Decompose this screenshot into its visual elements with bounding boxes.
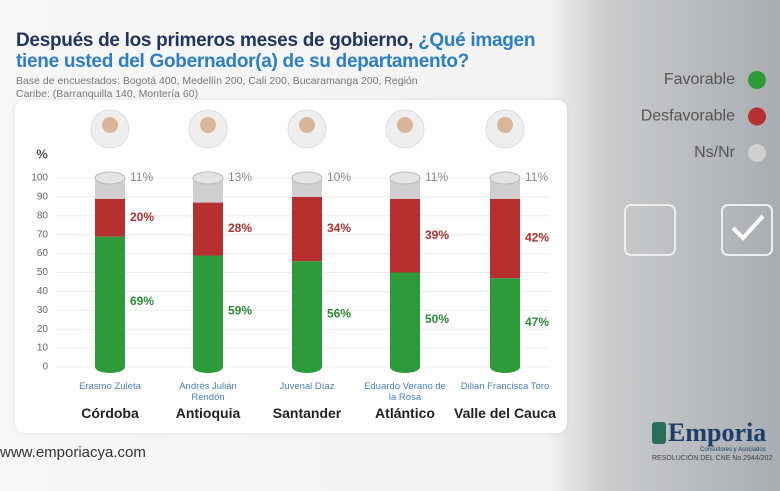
legend-label: Favorable xyxy=(664,71,735,88)
y-axis-label: % xyxy=(36,146,48,161)
bar-segment xyxy=(95,198,125,237)
website: www.emporiacya.com xyxy=(0,444,146,461)
brand-icon xyxy=(652,422,666,444)
value-label: 28% xyxy=(228,221,252,235)
bar-segment xyxy=(390,198,420,273)
value-label: 34% xyxy=(327,221,351,235)
y-tick-label: 100 xyxy=(31,173,48,184)
bar-segment xyxy=(193,202,223,256)
y-tick-label: 50 xyxy=(37,267,49,278)
person-name: Erasmo Zuleta xyxy=(79,381,141,392)
value-label: 56% xyxy=(327,306,351,320)
bar-cap xyxy=(291,171,323,185)
bar-segment xyxy=(292,196,322,262)
value-label: 42% xyxy=(525,231,549,245)
value-label: 13% xyxy=(228,170,252,184)
value-label: 50% xyxy=(425,312,449,326)
legend-label: Ns/Nr xyxy=(694,144,736,161)
x-tick-label: Córdoba xyxy=(81,405,139,421)
portrait-head xyxy=(299,117,315,133)
value-label: 20% xyxy=(130,210,154,224)
x-tick-label: Santander xyxy=(272,405,342,421)
title-lead: Después de los primeros meses de gobiern… xyxy=(16,30,419,51)
person-name: Dilian Francisca Toro xyxy=(460,381,550,392)
deco-check xyxy=(731,214,765,241)
y-tick-label: 70 xyxy=(37,229,49,240)
portrait-head xyxy=(102,117,118,133)
title-question: ¿Qué imagen tiene usted del Gobernador(a… xyxy=(16,30,536,72)
portrait-head xyxy=(200,117,216,133)
value-label: 10% xyxy=(327,170,351,184)
bar-segment xyxy=(390,272,420,367)
legend-label: Desfavorable xyxy=(641,108,735,125)
deco-box xyxy=(721,204,773,256)
y-tick-label: 40 xyxy=(37,286,49,297)
x-tick-label: Atlántico xyxy=(375,405,435,421)
portrait-head xyxy=(497,117,513,133)
legend-swatch xyxy=(748,71,766,89)
person-name: Juvenal Díaz xyxy=(279,381,335,392)
bar-cap xyxy=(192,171,224,185)
brand: Emporia xyxy=(668,418,767,447)
tagline: Consultores y Asociados xyxy=(700,447,766,453)
person-name: Eduardo Verano de la Rosa xyxy=(364,381,446,403)
legend-swatch xyxy=(748,144,766,162)
y-tick-label: 90 xyxy=(37,192,49,203)
subtitle: Base de encuestados: Bogotá 400, Medellí… xyxy=(16,75,418,100)
value-label: 11% xyxy=(130,170,153,184)
y-tick-label: 30 xyxy=(37,305,49,316)
y-tick-label: 60 xyxy=(37,248,49,259)
value-label: 39% xyxy=(425,228,449,242)
bar-segment xyxy=(490,198,520,279)
x-tick-label: Antioquia xyxy=(175,405,241,421)
value-label: 59% xyxy=(228,303,252,317)
bar-cap xyxy=(389,171,421,185)
bar-cap xyxy=(489,171,521,185)
legend-swatch xyxy=(748,107,766,126)
deco-box xyxy=(624,204,676,256)
bar-segment xyxy=(193,255,223,367)
value-label: 69% xyxy=(130,294,154,308)
y-tick-label: 10 xyxy=(37,343,49,354)
bar-segment xyxy=(292,261,322,367)
y-tick-label: 0 xyxy=(42,362,48,373)
value-label: 47% xyxy=(525,315,549,329)
chart-title: Después de los primeros meses de gobiern… xyxy=(16,30,576,72)
bar-segment xyxy=(490,278,520,367)
y-tick-label: 80 xyxy=(37,210,49,221)
bar-cap xyxy=(94,171,126,185)
portrait-head xyxy=(397,117,413,133)
y-tick-label: 20 xyxy=(37,324,49,335)
x-tick-label: Valle del Cauca xyxy=(454,405,556,421)
value-label: 11% xyxy=(425,170,448,184)
person-name: Andrés Julián Rendón xyxy=(179,381,237,403)
bar-segment xyxy=(95,236,125,367)
resolution: RESOLUCIÓN DEL CNE No.2944/202 xyxy=(652,455,773,462)
value-label: 11% xyxy=(525,170,548,184)
